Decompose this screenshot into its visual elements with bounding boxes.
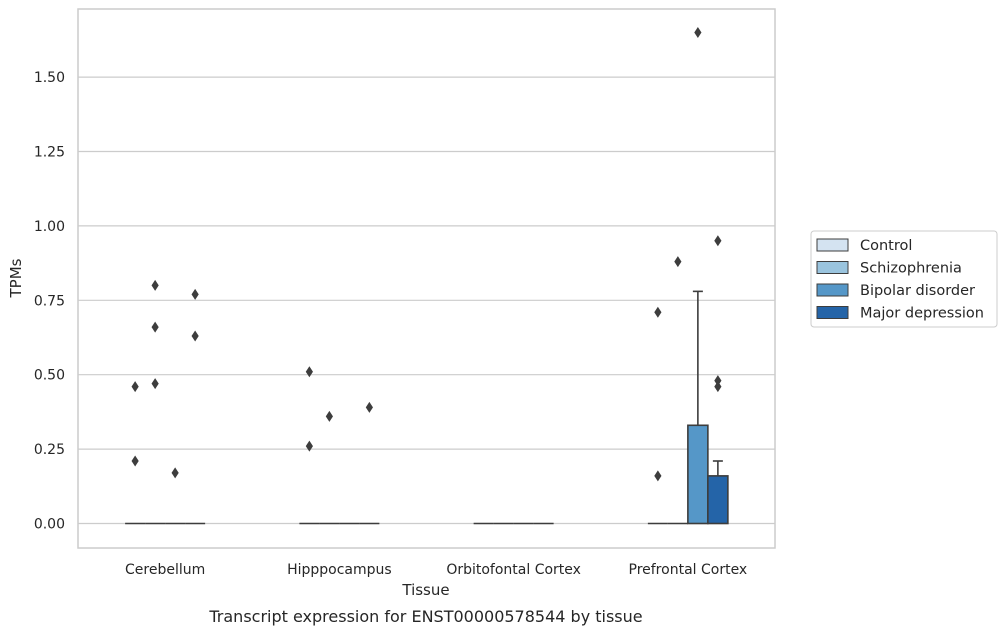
x-tick-labels: Cerebellum Hipppocampus Orbitofontal Corte… bbox=[125, 562, 747, 578]
legend-swatch bbox=[816, 238, 849, 252]
bar-major-depression bbox=[707, 475, 729, 525]
legend-label: Bipolar disorder bbox=[860, 283, 975, 299]
error-bars bbox=[692, 290, 723, 476]
outlier-point bbox=[305, 440, 313, 452]
outlier-point bbox=[151, 321, 159, 333]
outlier-point bbox=[151, 279, 159, 291]
legend-swatch bbox=[816, 306, 849, 319]
y-tick-label: 1.50 bbox=[34, 70, 65, 86]
outlier-point bbox=[714, 235, 722, 247]
outlier-point bbox=[131, 455, 139, 467]
outlier-point bbox=[131, 381, 139, 393]
outlier-point bbox=[674, 256, 682, 268]
x-axis-title: Tissue bbox=[401, 581, 449, 599]
x-tick-label: Cerebellum bbox=[125, 562, 205, 578]
y-axis-title: TPMs bbox=[7, 258, 25, 298]
y-tick-label: 1.00 bbox=[34, 219, 65, 235]
y-tick-labels: 0.00 0.25 0.50 0.75 1.00 1.25 1.50 bbox=[34, 70, 65, 532]
legend-label: Schizophrenia bbox=[860, 261, 962, 277]
outlier-point bbox=[654, 306, 662, 318]
outlier-point bbox=[191, 330, 199, 342]
plot-frame bbox=[77, 8, 776, 549]
y-tick-label: 1.25 bbox=[34, 145, 65, 161]
legend-label: Control bbox=[860, 238, 912, 254]
outlier-point bbox=[171, 467, 179, 479]
outlier-point bbox=[654, 470, 662, 482]
outlier-point bbox=[151, 378, 159, 390]
outlier-point bbox=[305, 366, 313, 378]
chart-caption: Transcript expression for ENST0000057854… bbox=[208, 607, 642, 626]
outlier-point bbox=[365, 401, 373, 413]
legend-box bbox=[810, 230, 998, 328]
legend-label: Major depression bbox=[860, 306, 984, 322]
bar-bipolar-disorder bbox=[687, 424, 709, 525]
legend: Control Schizophrenia Bipolar disorder Majo… bbox=[810, 230, 998, 328]
y-tick-label: 0.25 bbox=[34, 442, 65, 458]
legend-swatch bbox=[816, 261, 849, 274]
outlier-points bbox=[131, 26, 722, 482]
outlier-point bbox=[191, 288, 199, 300]
y-tick-label: 0.75 bbox=[34, 293, 65, 309]
outlier-point bbox=[714, 375, 722, 387]
outlier-point bbox=[714, 381, 722, 393]
x-tick-label: Hipppocampus bbox=[287, 562, 392, 578]
y-tick-label: 0.00 bbox=[34, 517, 65, 533]
outlier-point bbox=[694, 26, 702, 38]
legend-swatch bbox=[816, 283, 849, 297]
y-tick-label: 0.50 bbox=[34, 368, 65, 384]
outlier-point bbox=[325, 410, 333, 422]
x-tick-label: Prefrontal Cortex bbox=[629, 562, 748, 578]
x-tick-label: Orbitofontal Cortex bbox=[446, 562, 581, 578]
